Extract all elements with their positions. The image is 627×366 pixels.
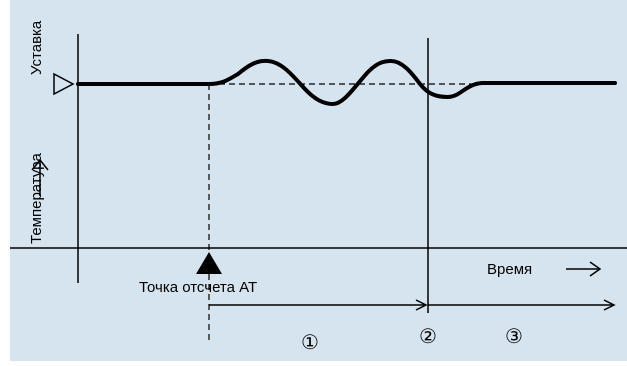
diagram-background [10, 0, 627, 361]
phase-3-label: ③ [505, 326, 523, 348]
temperature-curve [76, 58, 617, 106]
phase-2-label: ② [419, 326, 437, 348]
temperature-up-arrow-icon [31, 158, 49, 196]
at-start-label: Точка отсчета АТ [139, 279, 257, 296]
setpoint-label: Уставка [28, 20, 45, 75]
time-arrow-icon [566, 261, 602, 277]
phase-3-span-arrow [428, 299, 616, 311]
at-start-marker-icon [196, 252, 222, 274]
phase-1-span-arrow [209, 299, 428, 311]
setpoint-marker-icon [53, 72, 75, 96]
temperature-label: Температура [28, 152, 45, 244]
time-label: Время [487, 261, 532, 278]
phase-1-label: ① [301, 332, 319, 354]
